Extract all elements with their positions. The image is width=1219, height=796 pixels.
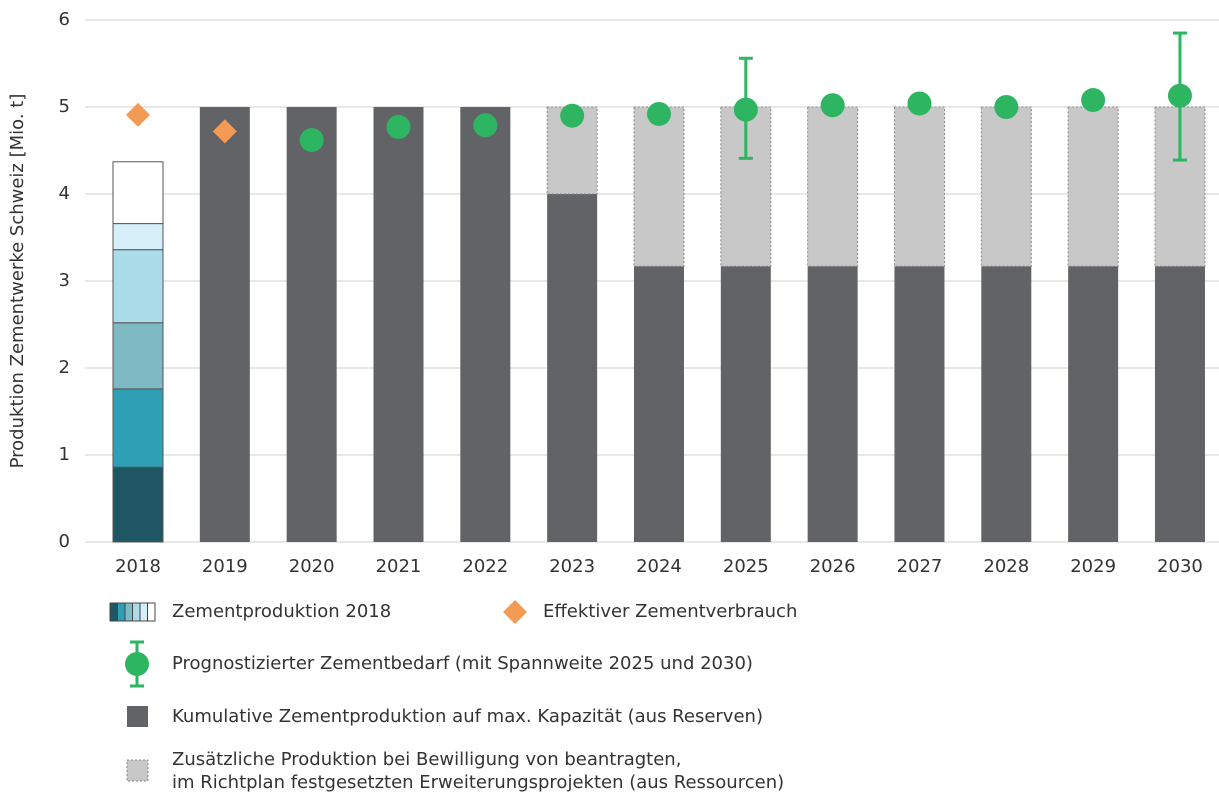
bar — [460, 107, 511, 542]
legend-swatch — [126, 759, 149, 782]
bar — [980, 106, 1032, 267]
legend-label: Prognostizierter Zementbedarf (mit Spann… — [172, 653, 753, 674]
legend-swatch — [125, 652, 149, 676]
legend-swatch — [124, 602, 133, 622]
bar — [1068, 266, 1119, 542]
x-tick-label: 2019 — [202, 556, 248, 577]
legend-swatch — [132, 602, 141, 622]
dot-marker — [560, 103, 585, 128]
x-tick-label: 2028 — [983, 556, 1029, 577]
bar-segment — [112, 249, 164, 324]
legend-swatch — [109, 602, 118, 622]
dot-marker — [473, 113, 498, 138]
legend-label: Zusätzliche Produktion bei Bewilligung v… — [172, 749, 681, 770]
dot-marker — [820, 93, 845, 118]
bar — [893, 106, 945, 267]
legend-label: Zementproduktion 2018 — [172, 601, 391, 622]
legend-label: Effektiver Zementverbrauch — [543, 601, 797, 622]
y-tick-label: 2 — [59, 357, 70, 378]
x-tick-label: 2029 — [1070, 556, 1116, 577]
legend-swatch — [127, 706, 148, 727]
x-tick-label: 2024 — [636, 556, 682, 577]
dot-marker — [646, 101, 671, 126]
legend-label: Kumulative Zementproduktion auf max. Kap… — [172, 706, 763, 727]
bar — [547, 194, 598, 542]
diamond-marker — [126, 102, 150, 127]
bar-segment — [112, 322, 164, 390]
x-tick-label: 2026 — [810, 556, 856, 577]
legend-swatch — [117, 602, 126, 622]
diamond-marker — [212, 119, 237, 144]
bar — [981, 266, 1032, 542]
bar — [1154, 266, 1205, 542]
x-tick-label: 2022 — [462, 556, 508, 577]
x-tick-label: 2021 — [376, 556, 422, 577]
legend-swatch — [503, 600, 527, 624]
x-tick-label: 2030 — [1157, 556, 1203, 577]
bar-segment — [112, 161, 164, 225]
bar — [720, 266, 771, 542]
bar — [1067, 106, 1119, 267]
bar — [633, 266, 684, 542]
dot-marker — [1167, 83, 1192, 108]
x-tick-label: 2018 — [115, 556, 161, 577]
x-tick-label: 2025 — [723, 556, 769, 577]
legend-swatch — [147, 602, 156, 622]
dot-marker — [994, 95, 1019, 119]
bar — [807, 266, 858, 542]
y-tick-label: 4 — [59, 183, 70, 204]
y-tick-label: 1 — [59, 444, 70, 465]
x-tick-label: 2027 — [897, 556, 943, 577]
x-tick-label: 2020 — [289, 556, 335, 577]
bar — [633, 106, 685, 267]
bar — [199, 107, 250, 542]
bar — [286, 107, 337, 542]
x-tick-label: 2023 — [549, 556, 595, 577]
bar-segment — [112, 223, 164, 251]
bar-segment — [112, 466, 164, 543]
bar-segment — [112, 388, 164, 468]
legend-swatch — [139, 602, 148, 622]
y-tick-label: 0 — [59, 531, 70, 552]
dot-marker — [1081, 88, 1106, 113]
y-tick-label: 3 — [59, 270, 70, 291]
y-axis-label: Produktion Zementwerke Schweiz [Mio. t] — [7, 94, 28, 469]
y-tick-label: 6 — [59, 9, 70, 30]
bar — [807, 106, 859, 267]
dot-marker — [733, 97, 758, 122]
dot-marker — [299, 128, 324, 153]
bar — [894, 266, 945, 542]
dot-marker — [907, 91, 932, 116]
y-tick-label: 5 — [59, 96, 70, 117]
dot-marker — [386, 115, 411, 140]
legend-label: im Richtplan festgesetzten Erweiterungsp… — [172, 772, 784, 793]
bar — [373, 107, 424, 542]
